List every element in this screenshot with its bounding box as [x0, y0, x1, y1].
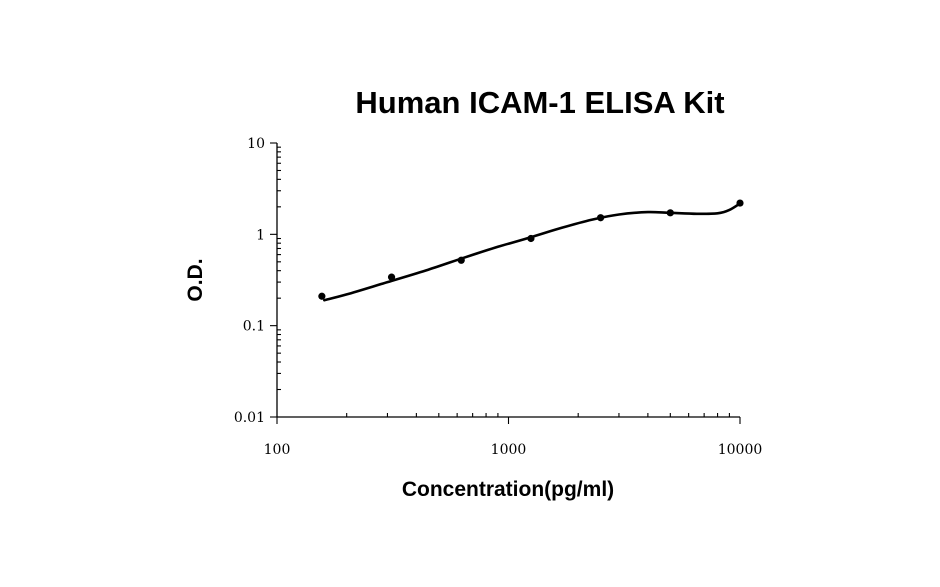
x-axis-title: Concentration(pg/ml)	[402, 478, 614, 501]
data-point	[318, 292, 326, 300]
data-point	[457, 256, 465, 264]
data-points	[318, 199, 744, 300]
axes	[276, 143, 740, 418]
data-point	[527, 234, 535, 243]
y-tick-label: 10	[247, 136, 265, 152]
y-tick-label: 1	[256, 227, 265, 243]
y-axis-title: O.D.	[184, 258, 207, 301]
axis-ticks	[270, 142, 741, 424]
axis-tick-labels: 0.01 0.1 1 10 100 1000 10000	[234, 136, 762, 458]
x-tick-label: 10000	[718, 442, 763, 458]
x-tick-label: 1000	[491, 442, 527, 458]
data-point	[736, 199, 744, 207]
data-point	[666, 209, 674, 217]
y-tick-label: 0.1	[243, 319, 265, 335]
data-point	[597, 214, 605, 222]
chart-title: Human ICAM-1 ELISA Kit	[355, 85, 724, 120]
x-tick-label: 100	[264, 442, 291, 458]
fit-curve	[323, 202, 742, 302]
data-point	[387, 273, 396, 281]
y-tick-label: 0.01	[234, 410, 265, 426]
